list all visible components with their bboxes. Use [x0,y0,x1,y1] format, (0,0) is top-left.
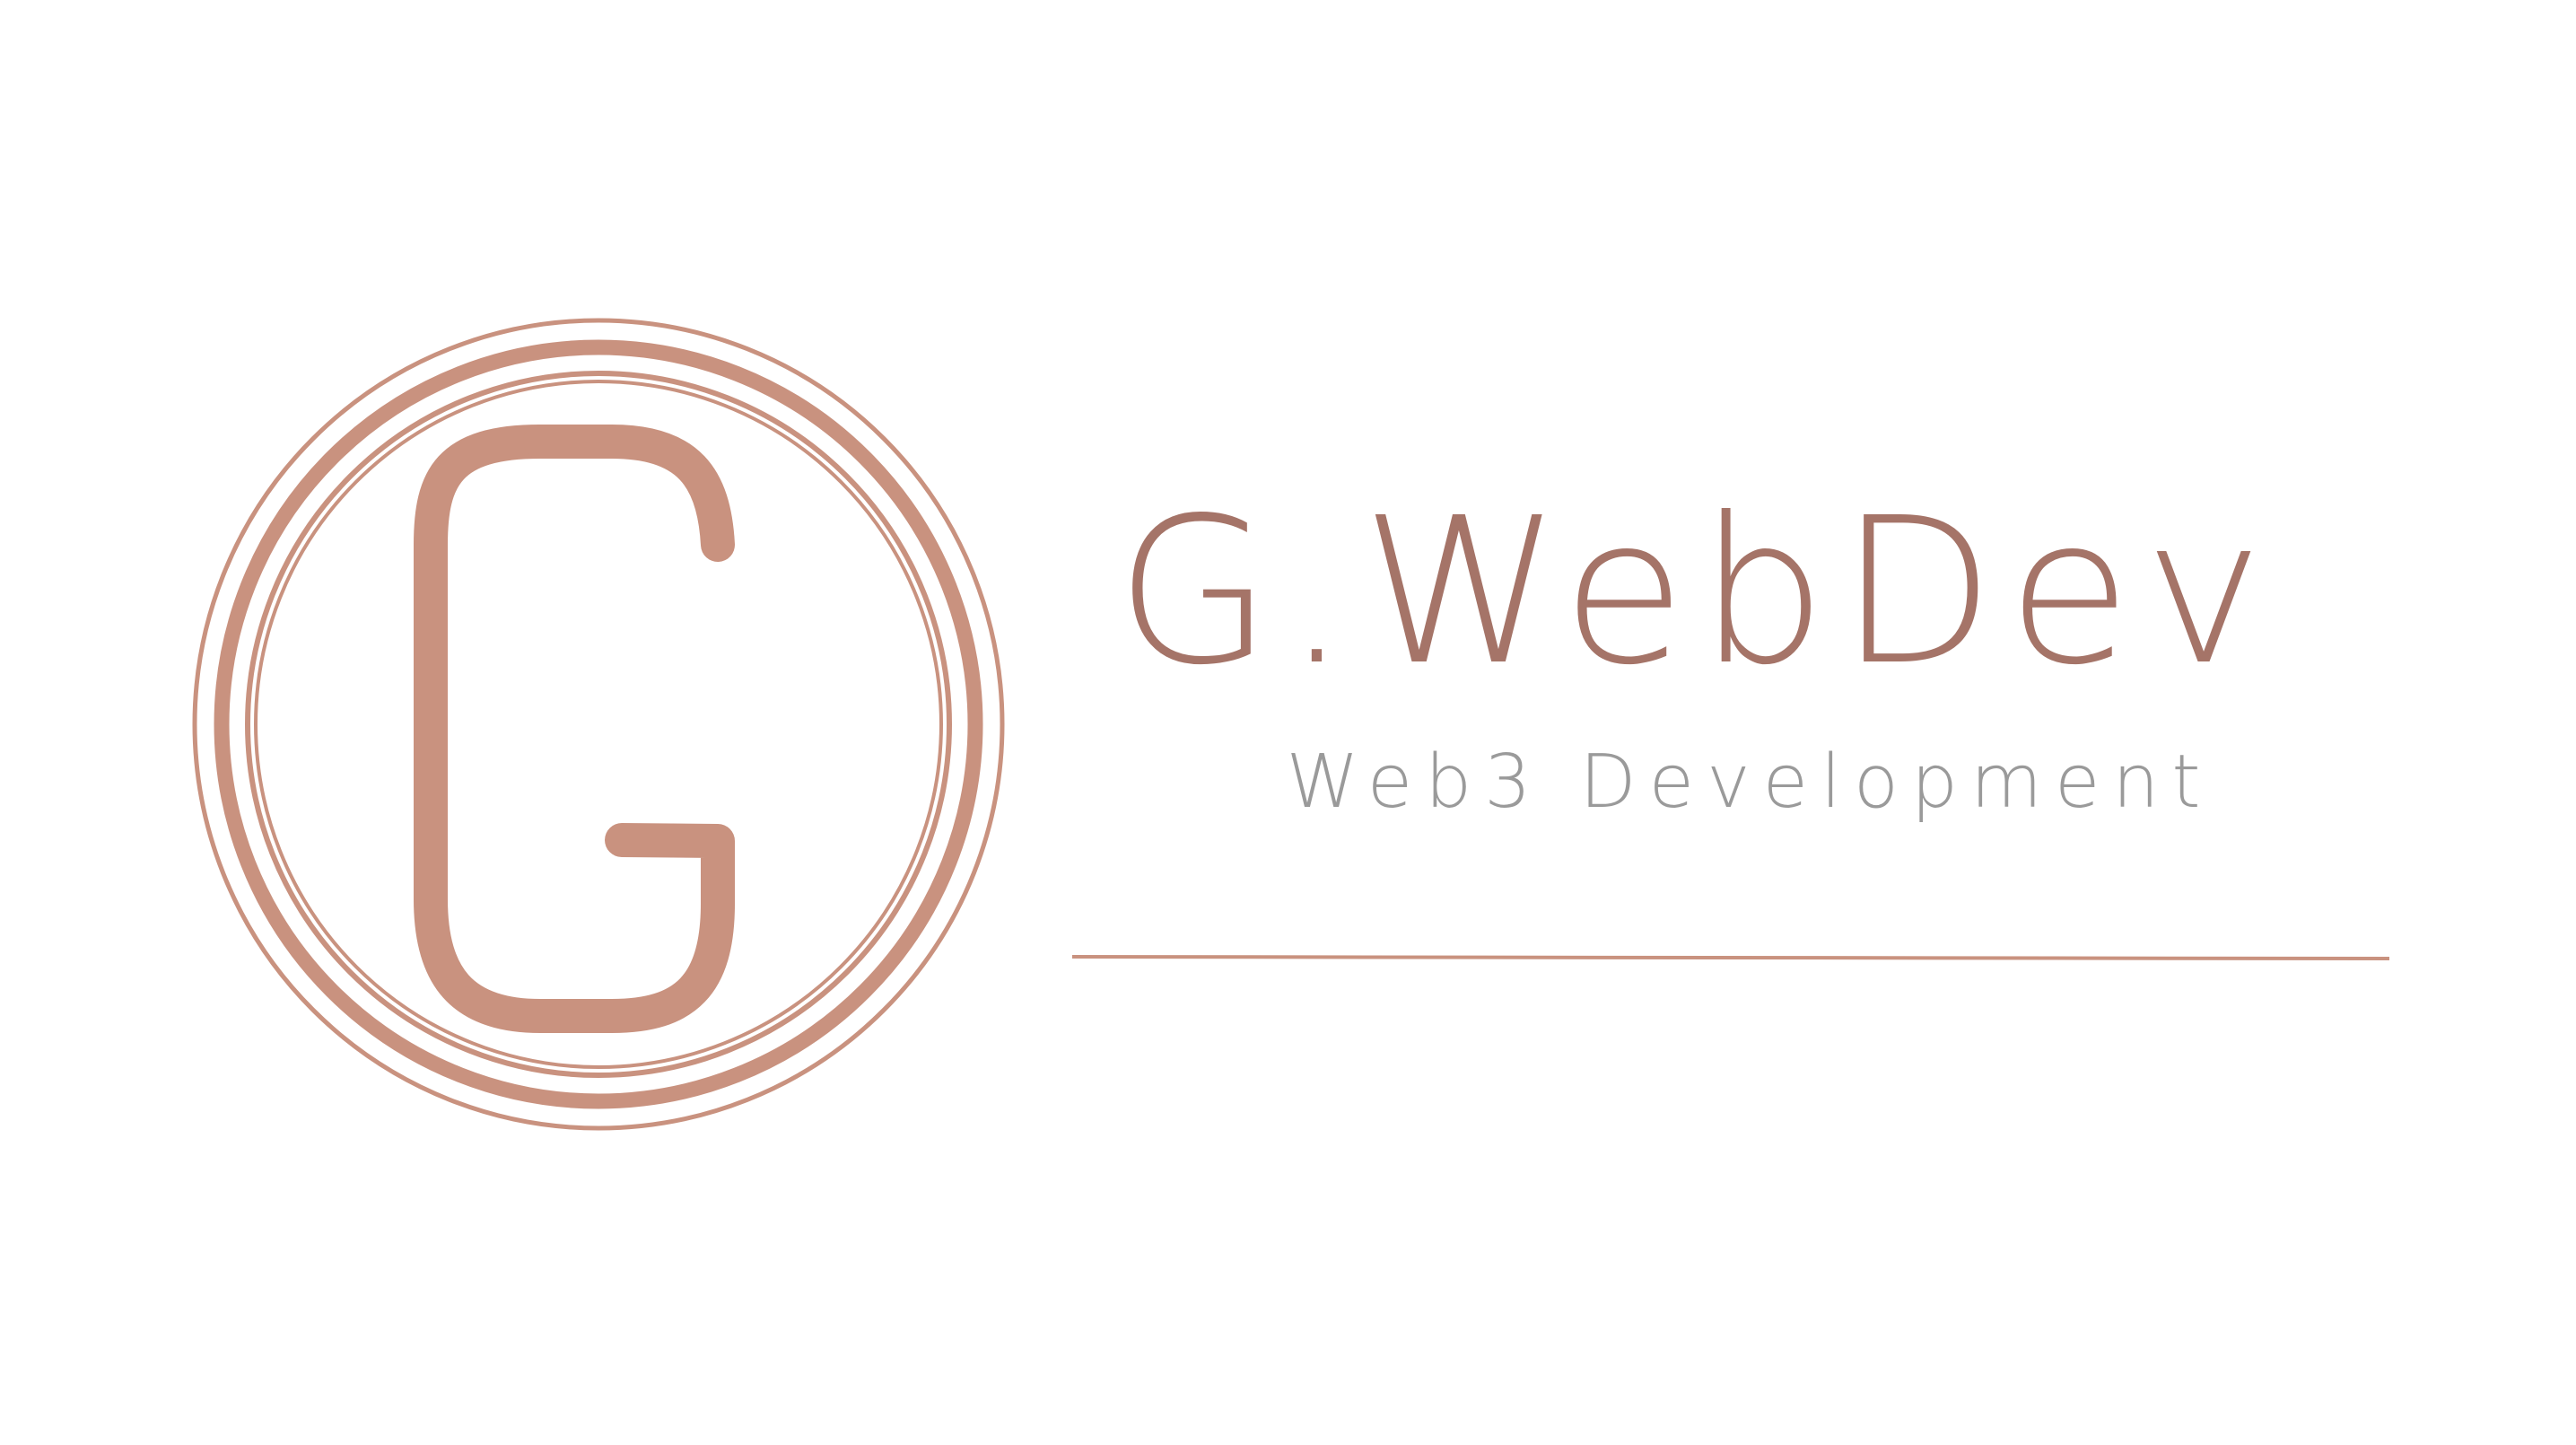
emblem-inner-ring [254,380,943,1069]
emblem-letter-g [414,425,735,1033]
divider-line [1071,955,2390,961]
emblem-letter-g-top-arm [523,425,735,562]
logo-wordmark: G.WebDev Web3 Development [1081,492,2418,819]
tagline: Web3 Development [1286,740,2214,825]
emblem-middle-ring [245,371,952,1078]
logo-emblem-icon [190,316,1007,1133]
concentric-circles-monogram-icon [192,318,1005,1131]
brand-name: G.WebDev [1115,475,2276,710]
emblem-outer-ring [192,318,1005,1131]
emblem-thick-ring [214,339,983,1109]
